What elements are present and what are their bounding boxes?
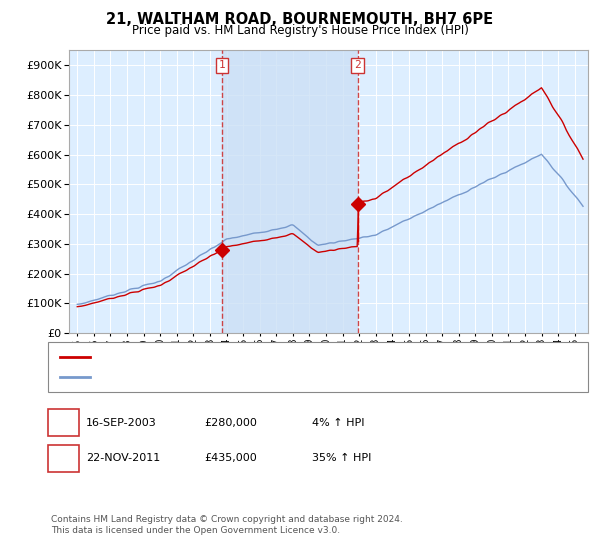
Text: £280,000: £280,000	[204, 418, 257, 428]
Text: 4% ↑ HPI: 4% ↑ HPI	[312, 418, 365, 428]
Text: 2: 2	[354, 60, 361, 71]
Bar	[222, 50, 358, 333]
Text: 21, WALTHAM ROAD, BOURNEMOUTH, BH7 6PE: 21, WALTHAM ROAD, BOURNEMOUTH, BH7 6PE	[106, 12, 494, 27]
Text: 2: 2	[60, 451, 67, 465]
Text: Contains HM Land Registry data © Crown copyright and database right 2024.
This d: Contains HM Land Registry data © Crown c…	[51, 515, 403, 535]
Text: 21, WALTHAM ROAD, BOURNEMOUTH, BH7 6PE (detached house): 21, WALTHAM ROAD, BOURNEMOUTH, BH7 6PE (…	[96, 352, 436, 362]
Text: 1: 1	[218, 60, 225, 71]
Text: 16-SEP-2003: 16-SEP-2003	[86, 418, 157, 428]
Text: 1: 1	[60, 416, 67, 430]
Text: Price paid vs. HM Land Registry's House Price Index (HPI): Price paid vs. HM Land Registry's House …	[131, 24, 469, 36]
Text: HPI: Average price, detached house, Bournemouth Christchurch and Poole: HPI: Average price, detached house, Bour…	[96, 372, 484, 382]
Text: 35% ↑ HPI: 35% ↑ HPI	[312, 453, 371, 463]
Text: 22-NOV-2011: 22-NOV-2011	[86, 453, 160, 463]
Text: £435,000: £435,000	[204, 453, 257, 463]
